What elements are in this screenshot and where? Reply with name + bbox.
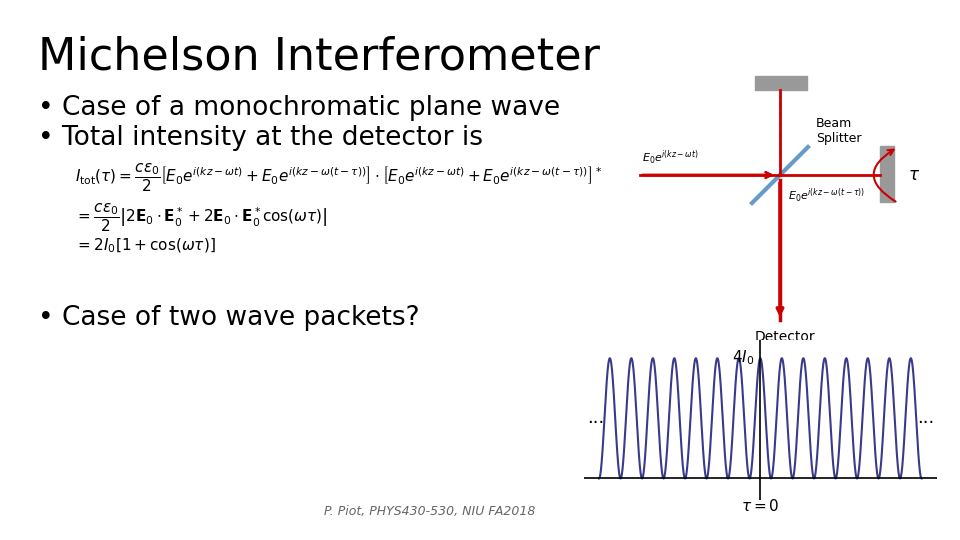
Bar	[880, 146, 894, 202]
Text: • Case of two wave packets?: • Case of two wave packets?	[38, 305, 420, 331]
Text: $E_0 e^{i(kz-\omega(t-\tau))}$: $E_0 e^{i(kz-\omega(t-\tau))}$	[788, 187, 865, 205]
Text: Beam
Splitter: Beam Splitter	[816, 117, 861, 145]
Text: ...: ...	[917, 409, 934, 427]
Text: $= 2I_0\left[1 + \cos(\omega\tau)\right]$: $= 2I_0\left[1 + \cos(\omega\tau)\right]…	[75, 237, 216, 255]
Text: $4I_0$: $4I_0$	[732, 348, 755, 367]
Text: • Case of a monochromatic plane wave: • Case of a monochromatic plane wave	[38, 95, 560, 121]
Text: $\tau = 0$: $\tau = 0$	[741, 498, 780, 514]
Text: $\tau$: $\tau$	[908, 166, 920, 184]
Text: • Total intensity at the detector is: • Total intensity at the detector is	[38, 125, 483, 151]
Text: Michelson Interferometer: Michelson Interferometer	[38, 35, 600, 78]
Text: ...: ...	[587, 409, 604, 427]
Text: $E_0 e^{i(kz-\omega t)}$: $E_0 e^{i(kz-\omega t)}$	[642, 148, 699, 167]
Text: $= \dfrac{c\varepsilon_0}{2}\left|2\mathbf{E}_0 \cdot \mathbf{E}_0^* + 2\mathbf{: $= \dfrac{c\varepsilon_0}{2}\left|2\math…	[75, 202, 327, 234]
Text: Detector: Detector	[755, 330, 815, 344]
Text: $I_{\rm tot}(\tau) = \dfrac{c\varepsilon_0}{2}\left[E_0 e^{i(kz-\omega t)} + E_0: $I_{\rm tot}(\tau) = \dfrac{c\varepsilon…	[75, 162, 602, 194]
Bar	[755, 76, 807, 90]
Text: P. Piot, PHYS430-530, NIU FA2018: P. Piot, PHYS430-530, NIU FA2018	[324, 505, 536, 518]
